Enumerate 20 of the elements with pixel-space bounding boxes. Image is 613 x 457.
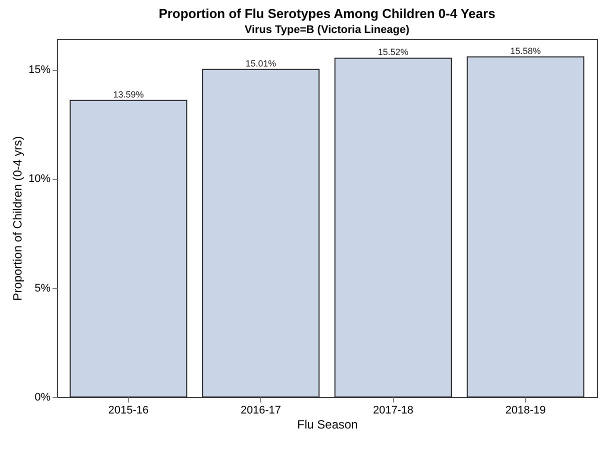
y-axis-title: Proportion of Children (0-4 yrs) — [10, 136, 24, 301]
chart-subtitle: Virus Type=B (Victoria Lineage) — [244, 24, 410, 36]
x-tick-label: 2017-18 — [372, 404, 414, 416]
bar — [70, 100, 188, 398]
x-tick-label: 2015-16 — [108, 404, 149, 416]
bar — [466, 56, 584, 398]
data-label: 15.58% — [510, 46, 541, 56]
data-label: 13.59% — [113, 89, 144, 100]
y-tick-label: 15% — [28, 64, 51, 76]
bar — [202, 68, 320, 398]
bar — [334, 58, 452, 398]
y-tick-label: 10% — [28, 173, 51, 186]
y-tick-label: 0% — [34, 392, 51, 404]
x-tick-label: 2016-17 — [240, 404, 282, 416]
y-tick-label: 5% — [34, 282, 51, 294]
data-label: 15.01% — [246, 58, 276, 68]
x-tick-label: 2018-19 — [505, 404, 546, 416]
chart-title: Proportion of Flu Serotypes Among Children 0-4 Years — [158, 6, 496, 21]
data-label: 15.52% — [378, 47, 408, 58]
x-axis-title: Flu Season — [297, 418, 358, 432]
